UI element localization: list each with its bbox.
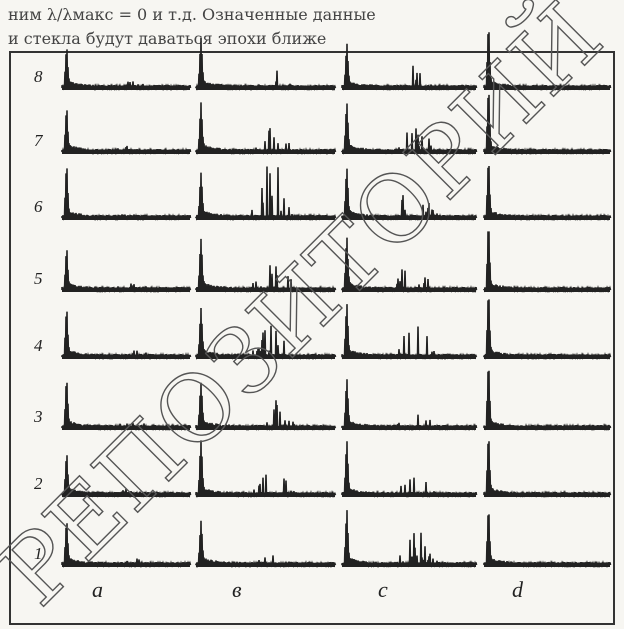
header-line: ним λ/λмакс = 0 и т.д. Означенные данные [8,5,376,24]
row-label: 5 [34,269,43,288]
row-label: 7 [34,131,44,150]
header-line: и стекла будут даваться эпохи ближе [8,29,326,48]
row-label: 6 [34,197,43,216]
spectrum-trace [484,231,611,290]
page: ним λ/λмакс = 0 и т.д. Означенные данные… [0,0,624,629]
spectrum-trace [484,514,611,565]
spectrum-trace [62,49,191,88]
row-label: 8 [34,67,43,86]
column-label: d [512,577,524,602]
spectrum-trace [342,510,477,565]
spectrum-trace [342,379,477,428]
spectrum-trace [62,110,191,152]
column-label: c [378,577,388,602]
spectrum-trace [196,102,336,152]
spectrum-trace [484,299,611,357]
row-label: 3 [33,407,43,426]
watermark: РЕПОЗИТОРИЙ ГГ [0,0,624,626]
column-label: в [232,577,242,602]
spectrum-trace [62,312,191,357]
spectrum-trace [342,441,477,495]
spectrum-trace [62,168,191,218]
spectrum-trace [484,371,611,428]
row-label: 4 [34,336,43,355]
spectrum-trace [62,250,191,290]
spectrum-trace [196,167,336,219]
figure: ним λ/λмакс = 0 и т.д. Означенные данные… [0,0,624,629]
spectrum-trace [196,521,336,565]
spectrum-trace [484,441,611,495]
